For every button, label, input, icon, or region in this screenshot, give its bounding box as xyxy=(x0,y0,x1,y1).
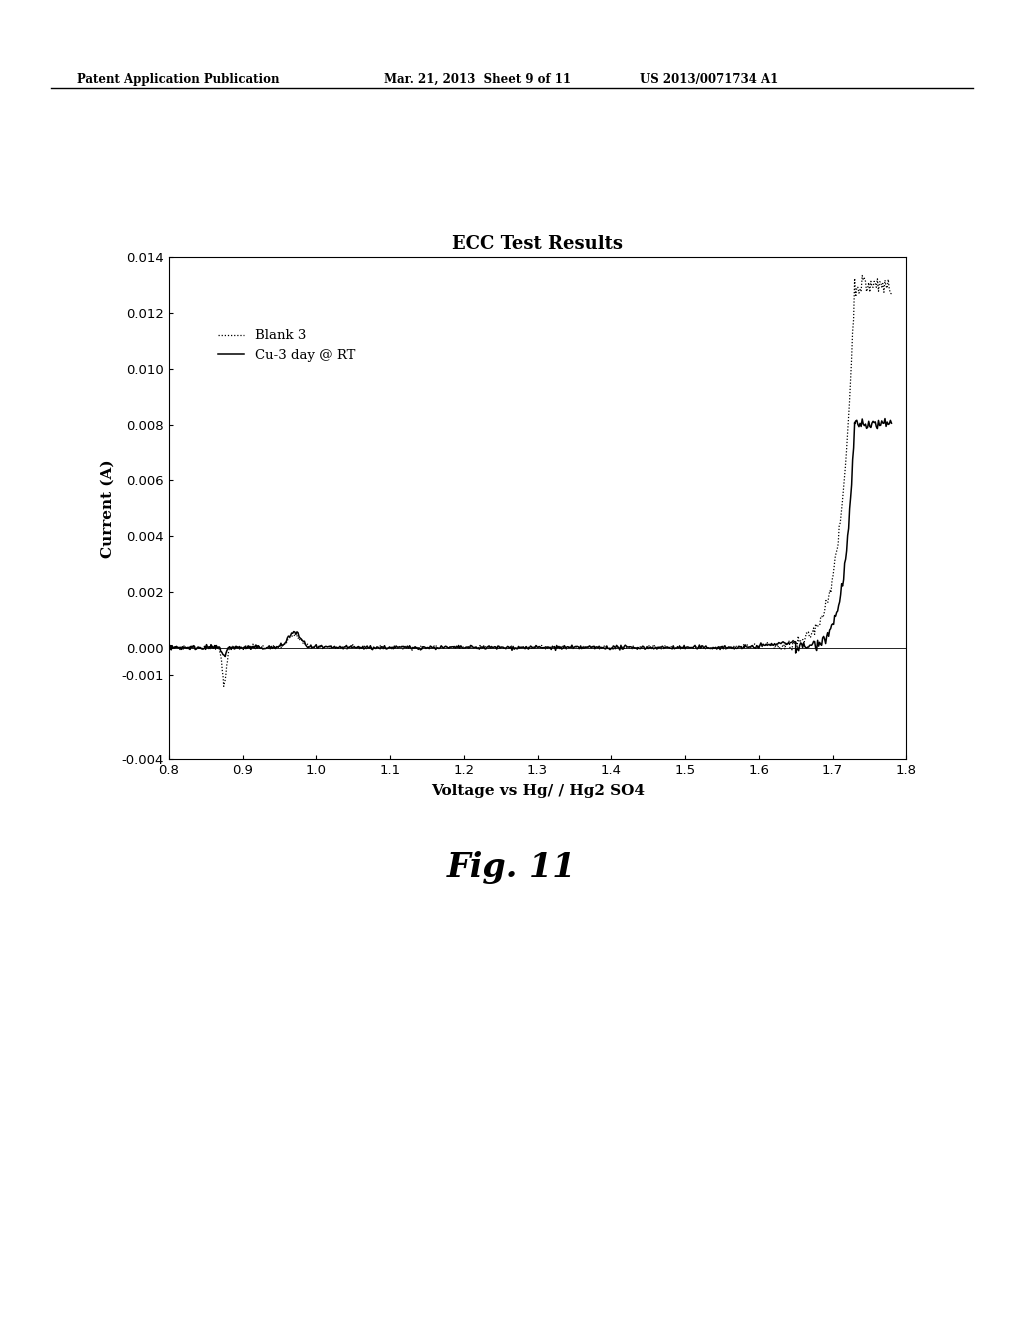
Cu-3 day @ RT xyxy=(232,640,245,656)
Cu-3 day @ RT xyxy=(163,639,175,655)
Text: US 2013/0071734 A1: US 2013/0071734 A1 xyxy=(640,73,778,86)
Cu-3 day @ RT xyxy=(288,623,300,639)
Cu-3 day @ RT xyxy=(886,416,898,432)
Blank 3 xyxy=(412,642,424,657)
Blank 3 xyxy=(886,286,898,302)
Title: ECC Test Results: ECC Test Results xyxy=(453,235,623,253)
Text: Mar. 21, 2013  Sheet 9 of 11: Mar. 21, 2013 Sheet 9 of 11 xyxy=(384,73,571,86)
Cu-3 day @ RT xyxy=(692,640,705,656)
Cu-3 day @ RT xyxy=(879,411,891,426)
Cu-3 day @ RT xyxy=(382,640,394,656)
Y-axis label: Current (A): Current (A) xyxy=(100,459,115,557)
Cu-3 day @ RT xyxy=(204,639,216,655)
Text: Fig. 11: Fig. 11 xyxy=(447,851,577,884)
Blank 3 xyxy=(217,678,229,694)
Line: Cu-3 day @ RT: Cu-3 day @ RT xyxy=(169,418,892,656)
Blank 3 xyxy=(163,639,175,655)
Cu-3 day @ RT xyxy=(219,648,231,664)
Blank 3 xyxy=(170,639,182,655)
Blank 3 xyxy=(467,640,479,656)
Line: Blank 3: Blank 3 xyxy=(169,276,892,686)
Blank 3 xyxy=(453,640,465,656)
Blank 3 xyxy=(609,642,622,657)
Text: Patent Application Publication: Patent Application Publication xyxy=(77,73,280,86)
Blank 3 xyxy=(856,268,868,284)
X-axis label: Voltage vs Hg/ / Hg2 SO4: Voltage vs Hg/ / Hg2 SO4 xyxy=(431,784,644,797)
Legend: Blank 3, Cu-3 day @ RT: Blank 3, Cu-3 day @ RT xyxy=(212,325,360,367)
Cu-3 day @ RT xyxy=(220,643,232,659)
Blank 3 xyxy=(862,275,874,290)
